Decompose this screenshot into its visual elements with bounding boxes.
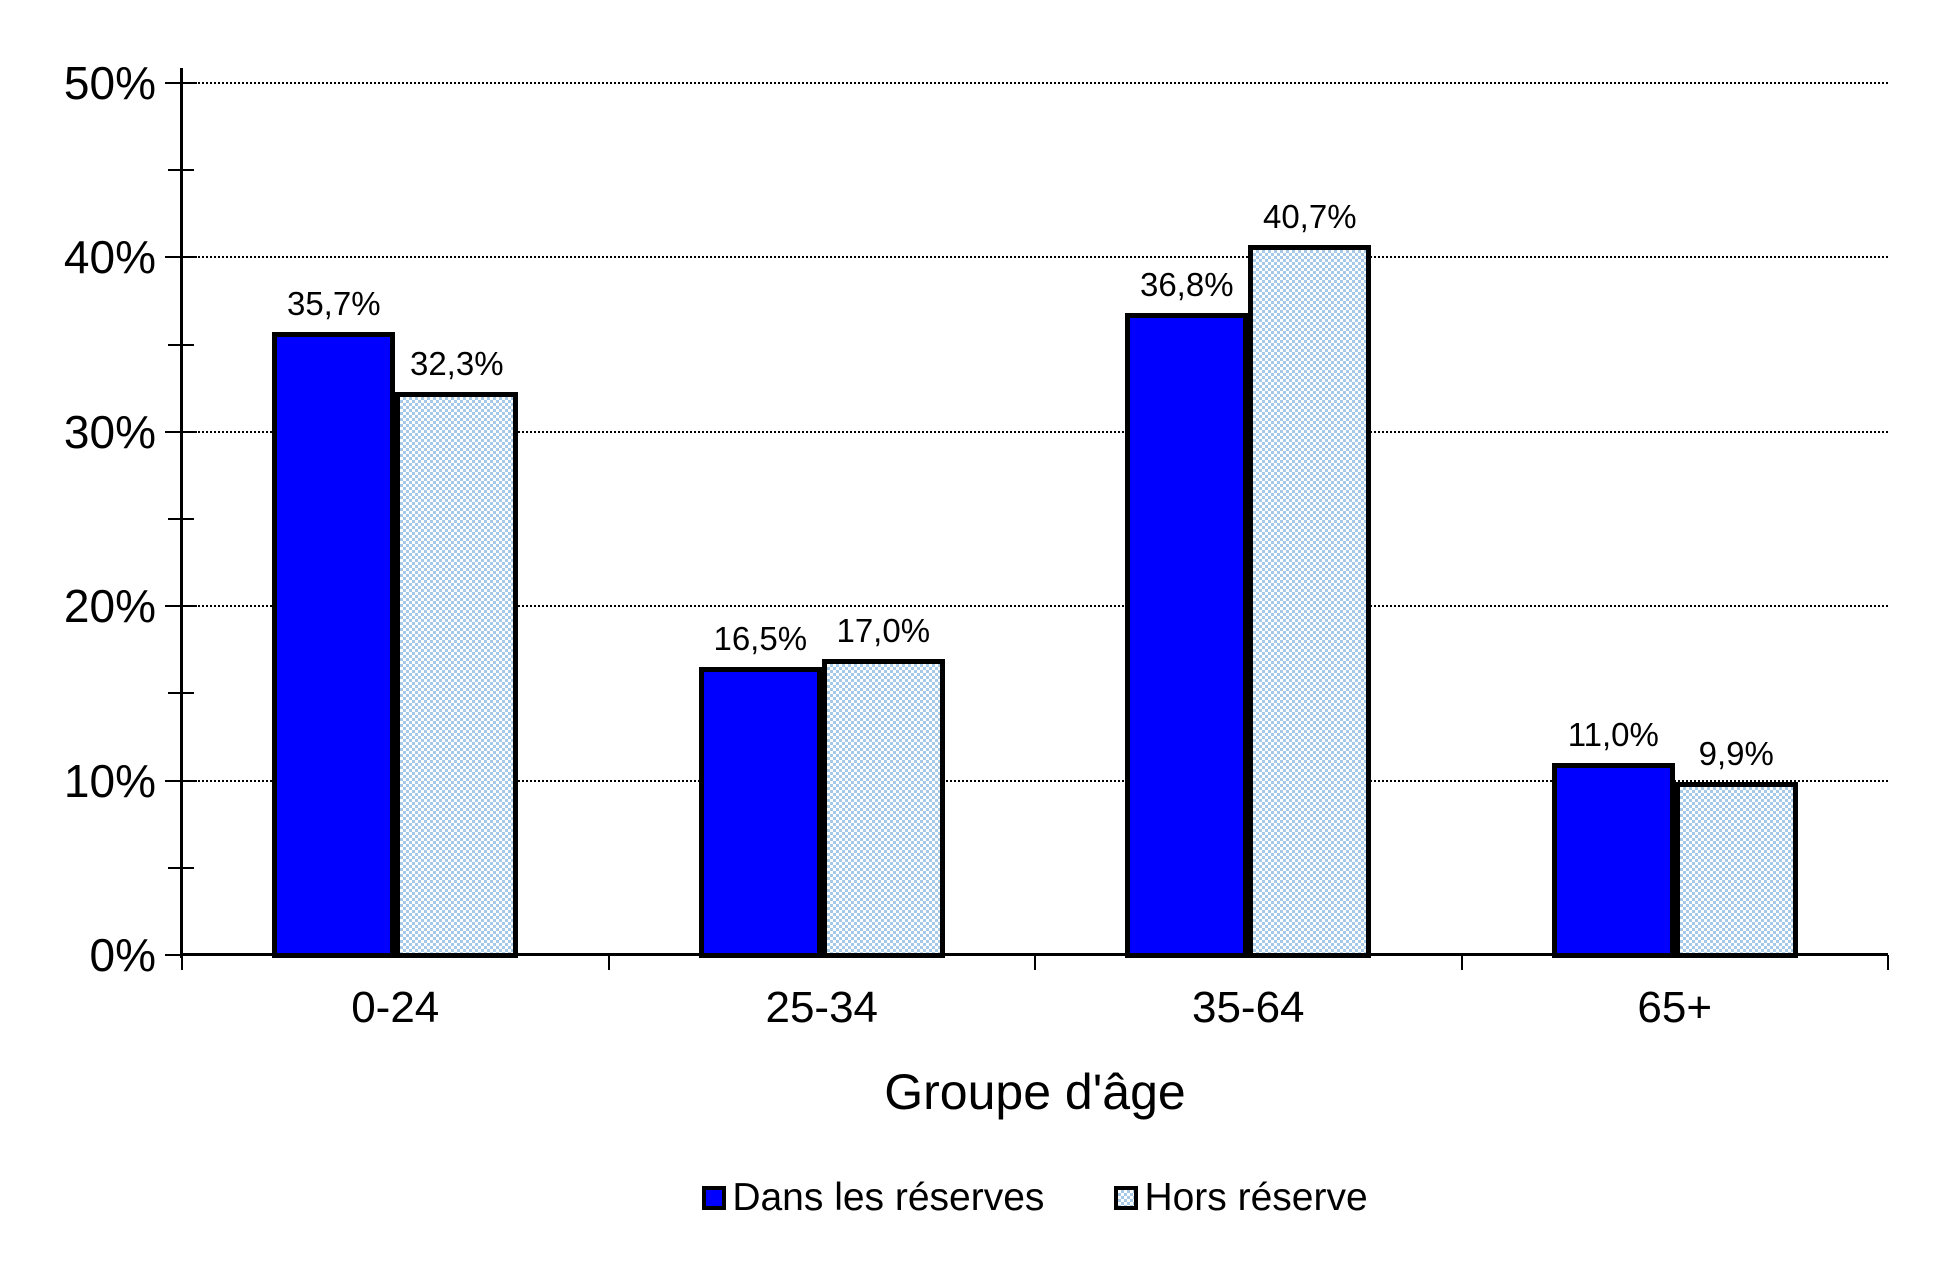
bar-0-24-Hors réserve [395, 391, 519, 958]
x-axis-line [180, 953, 1888, 956]
category-label-35-64: 35-64 [1191, 983, 1305, 1032]
gridline-40% [182, 256, 1888, 259]
category-label-65+: 65+ [1637, 983, 1713, 1032]
bar-0-24-Dans les réserves [272, 332, 396, 958]
bar-65+-Hors réserve [1674, 782, 1798, 958]
bar-65+-Dans les réserves [1551, 763, 1675, 958]
y-tick-label: 20% [63, 580, 156, 633]
bar-value-label: 16,5% [713, 620, 808, 658]
y-tick-30% [165, 430, 197, 433]
legend-swatch-icon [702, 1186, 727, 1210]
bar-35-64-Hors réserve [1248, 245, 1372, 958]
legend-label: Hors réserve [1144, 1176, 1368, 1219]
legend-swatch-icon [1114, 1186, 1139, 1210]
y-minor-tick [168, 343, 194, 346]
y-tick-40% [165, 256, 197, 259]
y-minor-tick [168, 169, 194, 172]
y-tick-label: 30% [63, 405, 156, 458]
gridline-20% [182, 605, 1888, 608]
bar-value-label: 9,9% [1698, 735, 1774, 773]
y-tick-20% [165, 605, 197, 608]
bar-25-34-Dans les réserves [698, 667, 822, 958]
y-tick-label: 50% [63, 57, 156, 109]
bar-25-34-Hors réserve [821, 658, 945, 958]
y-minor-tick [168, 866, 194, 869]
gridline-10% [182, 779, 1888, 782]
bar-value-label: 35,7% [286, 285, 381, 323]
legend: Dans les réserves Hors réserve [182, 1176, 1888, 1220]
bar-35-64-Dans les réserves [1125, 313, 1249, 958]
y-tick-10% [165, 779, 197, 782]
legend-item-Dans les réserves: Dans les réserves [702, 1176, 1044, 1220]
category-label-0-24: 0-24 [351, 983, 440, 1032]
x-axis-tick [1460, 955, 1463, 970]
category-label-25-34: 25-34 [765, 983, 879, 1032]
gridline-50% [182, 82, 1888, 84]
x-axis-tick [1887, 955, 1889, 970]
x-axis-tick [607, 955, 610, 970]
bar-value-label: 36,8% [1139, 266, 1234, 304]
bar-value-label: 32,3% [409, 344, 504, 382]
bar-value-label: 11,0% [1567, 716, 1659, 754]
bar-value-label: 17,0% [836, 611, 931, 649]
y-minor-tick [168, 692, 194, 695]
bar-value-label: 40,7% [1262, 198, 1357, 236]
y-tick-50% [165, 82, 197, 84]
y-tick-label: 0% [89, 929, 156, 981]
x-axis-tick [1034, 955, 1036, 970]
y-tick-label: 10% [63, 754, 156, 807]
x-axis-title: Groupe d'âge [884, 1064, 1186, 1120]
legend-item-Hors réserve: Hors réserve [1114, 1176, 1368, 1220]
y-tick-label: 40% [63, 231, 156, 284]
gridline-30% [182, 430, 1888, 433]
y-axis-line [180, 68, 183, 958]
legend-label: Dans les réserves [732, 1176, 1045, 1219]
x-axis-tick [181, 955, 183, 970]
y-minor-tick [168, 518, 194, 520]
